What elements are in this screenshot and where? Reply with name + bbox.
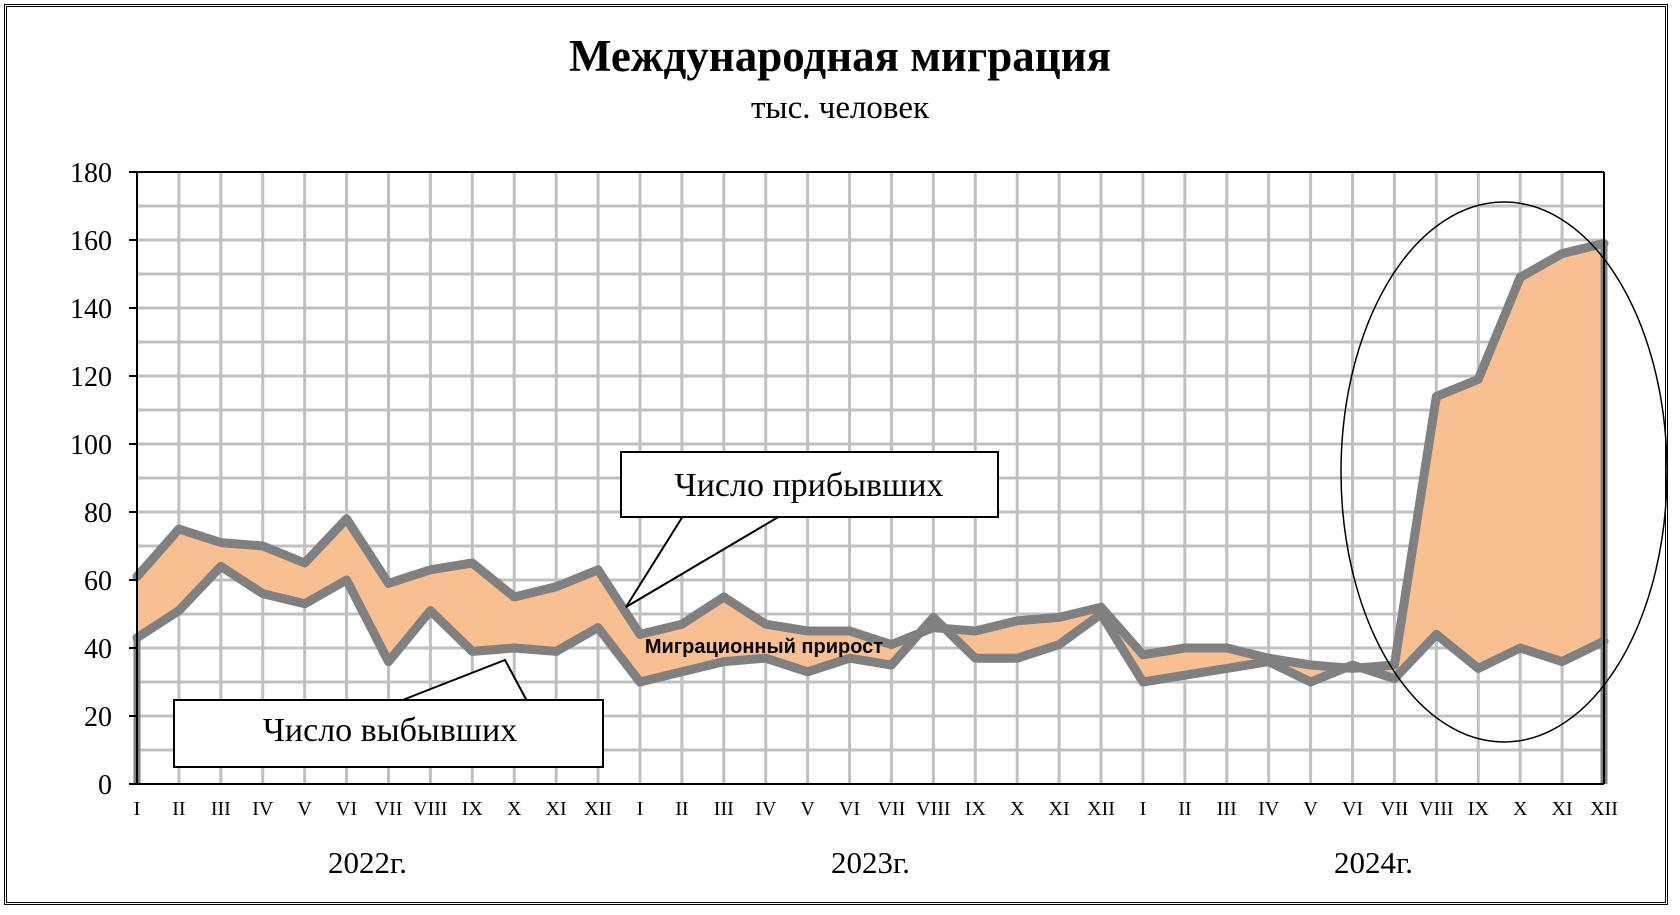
x-tick-label: VIII [916,798,950,820]
x-tick-label: I [134,798,141,820]
chart-subtitle: тыс. человек [750,90,930,126]
x-tick-label: VI [336,798,357,820]
x-tick-label: V [297,798,312,820]
y-tick-label: 0 [98,770,112,801]
x-tick-label: II [172,798,185,820]
y-tick-label: 120 [70,362,112,393]
x-tick-label: V [1303,798,1318,820]
x-tick-label: IV [252,798,274,820]
x-tick-label: VII [878,798,906,820]
axes [129,171,1605,785]
callout-arrivals-text: Число прибывших [675,467,944,504]
callout-departures-pointer [399,658,528,702]
callout-arrivals: Число прибывших [620,451,999,608]
chart-title: Международная миграция [569,31,1111,81]
x-tick-label: III [1217,798,1237,820]
x-tick-label: VI [1342,798,1363,820]
y-tick-label: 160 [70,226,112,257]
x-tick-label: VI [839,798,860,820]
x-tick-label: XII [1590,798,1618,820]
x-tick-label: VIII [1419,798,1453,820]
x-tick-label: II [1178,798,1191,820]
y-tick-label: 140 [70,294,112,325]
x-tick-label: IV [1258,798,1280,820]
y-tick-label: 40 [84,634,112,665]
year-label: 2024г. [1334,845,1413,880]
y-tick-label: 80 [84,498,112,529]
x-tick-label: IV [755,798,777,820]
x-tick-label: III [211,798,231,820]
x-tick-label: V [800,798,815,820]
migration-growth-area [137,243,1604,682]
y-tick-label: 20 [84,702,112,733]
x-tick-label: IX [1468,798,1490,820]
x-tick-label: XI [546,798,567,820]
x-tick-label: XII [584,798,612,820]
x-tick-label: VII [1381,798,1409,820]
migration-growth-label: Миграционный прирост [645,636,883,658]
x-tick-label: VIII [413,798,447,820]
x-tick-label: IX [965,798,987,820]
x-tick-label: XI [1552,798,1573,820]
x-tick-label: VII [375,798,403,820]
x-tick-label: III [714,798,734,820]
y-tick-label: 60 [84,566,112,597]
callout-departures-box [173,699,604,768]
callout-departures-text: Число выбывших [263,712,517,749]
x-tick-label: I [637,798,644,820]
x-tick-label: IX [462,798,484,820]
departures-line [132,561,1609,687]
x-tick-label: XII [1087,798,1115,820]
x-tick-label: X [507,798,522,820]
callout-arrivals-pointer [625,515,781,608]
callout-departures: Число выбывших [173,658,604,768]
y-tick-label: 180 [70,158,112,189]
year-label: 2023г. [831,845,910,880]
x-tick-label: I [1140,798,1147,820]
x-tick-label: XI [1049,798,1070,820]
callout-arrivals-box [620,451,999,518]
highlight-ellipse [1340,201,1668,743]
x-tick-label: X [1010,798,1025,820]
x-tick-label: X [1513,798,1528,820]
year-label: 2022г. [328,845,407,880]
y-tick-label: 100 [70,430,112,461]
x-tick-label: II [675,798,688,820]
